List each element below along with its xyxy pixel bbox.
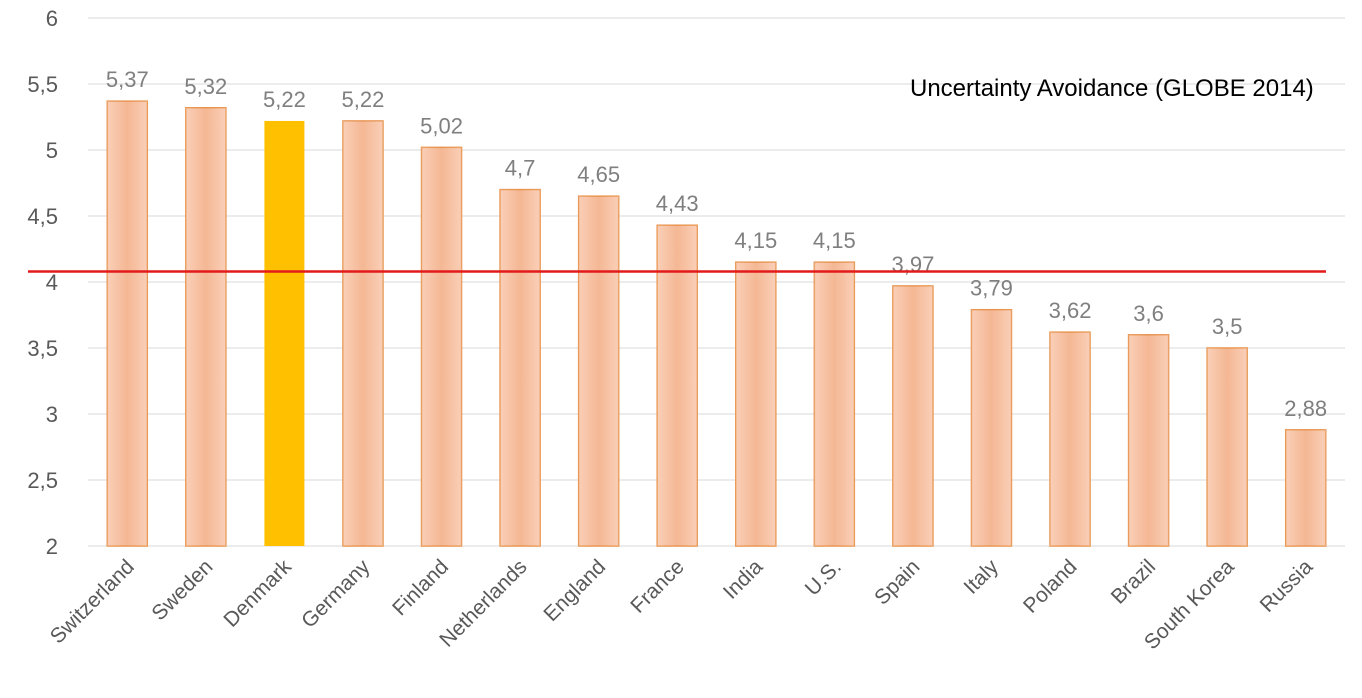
- value-label: 5,37: [106, 67, 149, 92]
- value-label: 3,79: [970, 276, 1013, 301]
- value-label: 3,62: [1049, 298, 1092, 323]
- y-tick-label: 2: [46, 534, 58, 559]
- x-tick-label: England: [539, 555, 610, 626]
- y-tick-label: 4: [46, 270, 58, 295]
- bar-shade: [971, 309, 1012, 546]
- bar-shade: [107, 101, 148, 546]
- value-label: 3,5: [1212, 314, 1243, 339]
- x-tick-label: Finland: [388, 555, 453, 620]
- y-tick-label: 2,5: [27, 468, 58, 493]
- bar-shade: [185, 107, 226, 546]
- y-tick-label: 3,5: [27, 336, 58, 361]
- x-tick-label: Germany: [297, 555, 375, 633]
- value-label: 4,43: [656, 191, 699, 216]
- bar-shade: [1207, 348, 1248, 546]
- value-label: 5,22: [263, 87, 306, 112]
- y-tick-label: 5: [46, 138, 58, 163]
- y-tick-label: 3: [46, 402, 58, 427]
- bar-shade: [1128, 334, 1169, 546]
- value-label: 4,65: [577, 162, 620, 187]
- x-tick-label: India: [719, 555, 768, 604]
- y-tick-label: 5,5: [27, 72, 58, 97]
- bar-shade: [657, 225, 698, 547]
- bar-shade: [1050, 332, 1091, 546]
- bar-shade: [578, 196, 619, 546]
- x-tick-label: Poland: [1019, 555, 1082, 618]
- x-tick-label: Denmark: [219, 555, 296, 632]
- x-tick-label: U.S.: [801, 555, 846, 600]
- value-label: 2,88: [1284, 396, 1327, 421]
- bar-shade: [342, 120, 383, 547]
- bar: [264, 120, 305, 547]
- x-tick-label: Russia: [1256, 555, 1318, 617]
- annotation: Uncertainty Avoidance (GLOBE 2014): [910, 75, 1314, 102]
- value-label: 5,22: [342, 87, 385, 112]
- x-tick-label: Switzerland: [46, 555, 139, 648]
- value-label: 3,97: [891, 252, 934, 277]
- bar-shade: [735, 262, 776, 546]
- value-label: 5,02: [420, 113, 463, 138]
- x-tick-label: Brazil: [1107, 555, 1160, 608]
- bar-shade: [1285, 429, 1326, 546]
- x-tick-label: Sweden: [147, 555, 217, 625]
- value-label: 4,15: [734, 228, 777, 253]
- value-label: 5,32: [184, 74, 227, 99]
- value-label: 3,6: [1133, 301, 1164, 326]
- y-tick-label: 4,5: [27, 204, 58, 229]
- value-label: 4,15: [813, 228, 856, 253]
- bar-shade: [421, 147, 462, 547]
- bar-shade: [500, 189, 541, 546]
- bar-shade: [892, 285, 933, 546]
- x-tick-label: France: [626, 555, 688, 617]
- bar-shade: [814, 262, 855, 546]
- value-label: 4,7: [505, 156, 536, 181]
- y-tick-label: 6: [46, 6, 58, 31]
- x-tick-label: Spain: [870, 555, 924, 609]
- x-tick-label: Italy: [960, 555, 1004, 599]
